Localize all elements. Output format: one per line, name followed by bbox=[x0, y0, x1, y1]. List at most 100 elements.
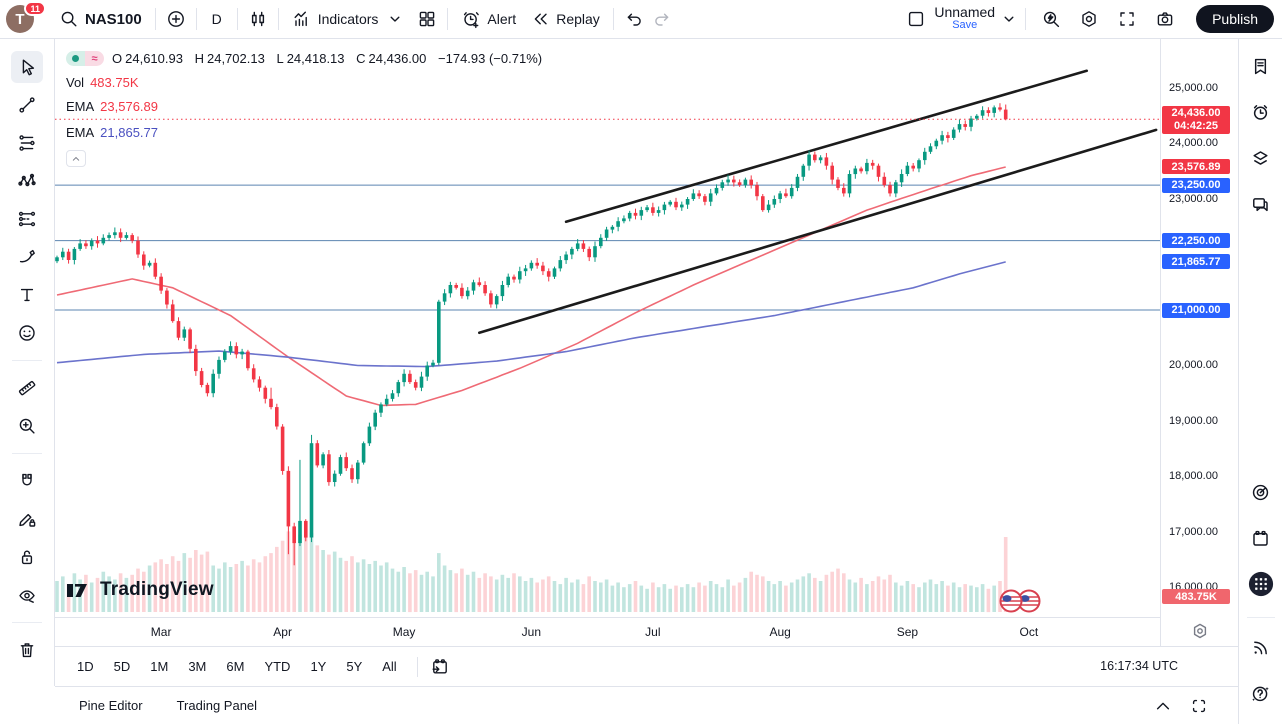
lock-icon bbox=[21, 550, 33, 565]
text-tool[interactable] bbox=[11, 279, 43, 311]
sidebar-object-tree[interactable] bbox=[1246, 143, 1276, 173]
open-value: 24,610.93 bbox=[125, 51, 183, 66]
axis-settings-gear-icon[interactable] bbox=[1190, 621, 1210, 641]
hline-label: 23,250.00 bbox=[1162, 177, 1230, 193]
lock-drawings[interactable] bbox=[11, 541, 43, 573]
pine-editor-button[interactable]: Pine Editor bbox=[79, 698, 143, 713]
compare-add-button[interactable] bbox=[162, 5, 190, 33]
range-6m[interactable]: 6M bbox=[226, 659, 245, 674]
us-flag-events-icon[interactable] bbox=[999, 588, 1041, 614]
undo-button[interactable] bbox=[620, 5, 648, 33]
go-to-date-button[interactable] bbox=[426, 653, 454, 681]
emoji-tool[interactable] bbox=[11, 317, 43, 349]
hline-label: 21,000.00 bbox=[1162, 302, 1230, 318]
month-label[interactable]: Jul bbox=[645, 625, 661, 639]
time-axis[interactable]: Mar Apr May Jun Jul Aug Sep Oct bbox=[55, 617, 1160, 646]
zoom-in-tool[interactable] bbox=[11, 410, 43, 442]
timeframe-button[interactable]: D bbox=[211, 11, 222, 27]
alert-clock-icon bbox=[461, 5, 481, 33]
month-label[interactable]: May bbox=[392, 625, 416, 639]
cursor-tool[interactable] bbox=[11, 51, 43, 83]
gear-hex-icon bbox=[1082, 11, 1096, 27]
symbol-search-button[interactable]: NAS100 bbox=[52, 5, 149, 33]
range-1m[interactable]: 1M bbox=[150, 659, 169, 674]
panel-maximize-button[interactable] bbox=[1188, 695, 1210, 717]
month-label[interactable]: Sep bbox=[896, 625, 919, 639]
indicators-button[interactable]: Indicators bbox=[285, 5, 386, 33]
range-1d[interactable]: 1D bbox=[77, 659, 94, 674]
publish-button[interactable]: Publish bbox=[1196, 5, 1274, 33]
month-label[interactable]: Oct bbox=[1019, 625, 1039, 639]
data-ok-dot-icon bbox=[66, 51, 85, 66]
ema-fast-legend-row[interactable]: EMA 23,576.89 bbox=[66, 99, 545, 114]
panel-collapse-chevron[interactable] bbox=[1152, 695, 1174, 717]
gear-small-icon bbox=[1193, 623, 1207, 639]
clock-timezone[interactable]: 16:17:34 UTC bbox=[1100, 659, 1178, 673]
sidebar-screener[interactable] bbox=[1246, 477, 1276, 507]
volume-legend-row[interactable]: Vol 483.75K bbox=[66, 75, 545, 90]
sidebar-streams[interactable] bbox=[1246, 632, 1276, 662]
trading-panel-button[interactable]: Trading Panel bbox=[176, 698, 258, 713]
settings-button[interactable] bbox=[1075, 5, 1103, 33]
sidebar-chat[interactable] bbox=[1246, 189, 1276, 219]
quick-search-button[interactable] bbox=[1037, 5, 1065, 33]
fullscreen-button[interactable] bbox=[1113, 5, 1141, 33]
trend-line-tool[interactable] bbox=[11, 89, 43, 121]
redo-button[interactable] bbox=[648, 5, 676, 33]
pattern-tool[interactable] bbox=[11, 165, 43, 197]
last-price-label: 24,436.00 04:42:25 bbox=[1162, 105, 1230, 134]
ema-slow-legend-row[interactable]: EMA 21,865.77 bbox=[66, 125, 545, 140]
chart-pane[interactable]: ≈ O 24,610.93 H 24,702.13 L 24,418.13 C 24,4… bbox=[55, 39, 1238, 724]
fib-retracement-tool[interactable] bbox=[11, 127, 43, 159]
remove-drawings[interactable] bbox=[11, 634, 43, 666]
hide-drawings[interactable] bbox=[11, 579, 43, 611]
legend-collapse-button[interactable] bbox=[66, 150, 86, 167]
sidebar-calendar[interactable] bbox=[1246, 523, 1276, 553]
notification-badge: 11 bbox=[24, 1, 46, 16]
replay-button[interactable]: Replay bbox=[523, 5, 607, 33]
save-layout-icon-button[interactable] bbox=[902, 5, 930, 33]
candlestick-chart[interactable] bbox=[55, 40, 1160, 617]
forecast-tool[interactable] bbox=[11, 203, 43, 235]
range-5d[interactable]: 5D bbox=[113, 659, 131, 674]
month-label[interactable]: Jun bbox=[521, 625, 542, 639]
user-avatar[interactable]: T 11 bbox=[6, 1, 46, 33]
price-tick: 19,000.00 bbox=[1169, 414, 1218, 427]
grid-layout-icon bbox=[420, 11, 435, 27]
range-all[interactable]: All bbox=[382, 659, 397, 674]
month-label[interactable]: Mar bbox=[150, 625, 172, 639]
sidebar-alerts[interactable] bbox=[1246, 97, 1276, 127]
help-icon bbox=[1252, 686, 1269, 701]
market-status-badge[interactable]: ≈ bbox=[66, 51, 104, 66]
magnet-mode[interactable] bbox=[11, 465, 43, 497]
range-5y[interactable]: 5Y bbox=[346, 659, 363, 674]
sidebar-watchlist[interactable] bbox=[1246, 51, 1276, 81]
alert-button[interactable]: Alert bbox=[454, 5, 523, 33]
ema-slow-label: 21,865.77 bbox=[1162, 254, 1230, 270]
sidebar-all-apps[interactable] bbox=[1246, 569, 1276, 599]
layout-menu-chevron[interactable] bbox=[999, 5, 1019, 33]
range-1y[interactable]: 1Y bbox=[310, 659, 327, 674]
toolbar-divider bbox=[12, 622, 42, 623]
indicator-templates-chevron[interactable] bbox=[385, 5, 405, 33]
price-axis[interactable]: 25,000.00 24,000.00 23,000.00 20,000.00 19,0… bbox=[1160, 39, 1238, 646]
save-link[interactable]: Save bbox=[952, 19, 978, 31]
cursor-icon bbox=[22, 59, 35, 76]
measure-tool[interactable] bbox=[11, 372, 43, 404]
range-ytd[interactable]: YTD bbox=[264, 659, 291, 674]
chart-style-button[interactable] bbox=[244, 5, 272, 33]
month-label[interactable]: Aug bbox=[769, 625, 791, 639]
chat-icon bbox=[1253, 197, 1268, 211]
brush-tool[interactable] bbox=[11, 241, 43, 273]
draw-lock-icon bbox=[19, 513, 36, 527]
month-label[interactable]: Apr bbox=[273, 625, 292, 639]
drawing-mode[interactable] bbox=[11, 503, 43, 535]
range-3m[interactable]: 3M bbox=[188, 659, 207, 674]
layout-grid-button[interactable] bbox=[413, 5, 441, 33]
sidebar-help[interactable] bbox=[1246, 678, 1276, 708]
screenshot-button[interactable] bbox=[1151, 5, 1179, 33]
price-tick: 23,000.00 bbox=[1169, 192, 1218, 205]
ohlc-values: O 24,610.93 H 24,702.13 L 24,418.13 C 24,436… bbox=[112, 51, 543, 66]
price-tick: 18,000.00 bbox=[1169, 470, 1218, 482]
layout-name-block[interactable]: Unnamed Save bbox=[930, 5, 999, 32]
